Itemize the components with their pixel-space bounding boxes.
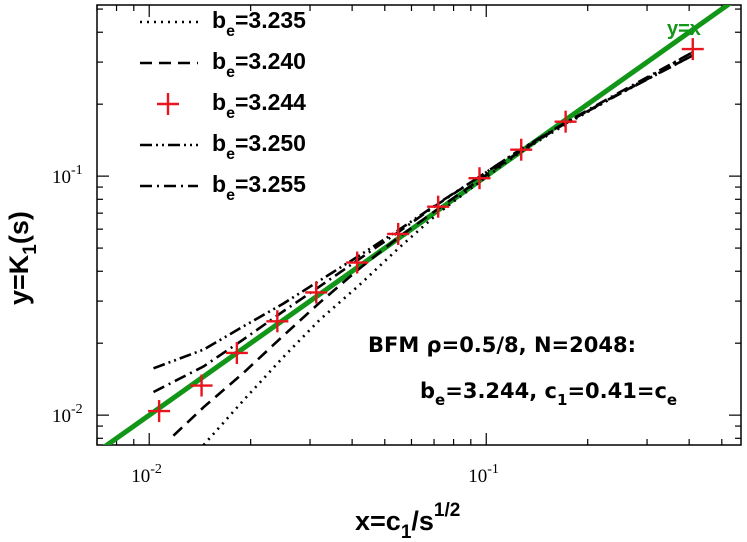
series-point — [468, 167, 491, 190]
annotation-line-2: be=3.244, c1=0.41=ce — [420, 379, 677, 409]
x-axis-label: x=c1/s1/2 — [355, 500, 460, 542]
reference-line-label: y=x — [667, 18, 701, 40]
series-point — [681, 38, 704, 61]
legend-label: be=3.244 — [212, 89, 306, 122]
series-point — [225, 341, 248, 364]
y-tick-label: 10-1 — [52, 163, 83, 188]
tick-labels: 10-2 10-1 10-2 10-1 — [52, 163, 499, 487]
series-point — [510, 138, 533, 161]
legend-label: be=3.250 — [212, 130, 306, 163]
legend-item: be=3.255 — [140, 171, 306, 204]
plot-area — [102, 5, 732, 445]
legend-item: be=3.250 — [140, 130, 306, 163]
x-tick-label: 10-1 — [468, 462, 499, 487]
series-point — [190, 374, 213, 397]
y-axis-label: y=K1(s) — [4, 211, 41, 305]
y-tick-label: 10-2 — [52, 402, 83, 427]
series-point — [427, 195, 450, 218]
legend-label: be=3.235 — [212, 7, 306, 40]
legend-item: be=3.244 — [157, 89, 306, 122]
plot-frame — [96, 4, 742, 446]
series-point — [387, 222, 410, 245]
legend-label: be=3.240 — [212, 48, 306, 81]
axis-ticks — [96, 5, 741, 445]
legend-item: be=3.235 — [140, 7, 306, 40]
legend-item: be=3.240 — [140, 48, 306, 81]
series-point — [346, 251, 369, 274]
x-tick-label: 10-2 — [131, 462, 162, 487]
legend-label: be=3.255 — [212, 171, 306, 204]
series-point — [266, 310, 289, 333]
series-point — [554, 110, 577, 133]
annotation-line-1: BFM ρ=0.5/8, N=2048: — [368, 333, 636, 357]
legend: be=3.235 be=3.240 be=3.244 be=3.250 be=3.255 — [140, 7, 306, 204]
series-point — [148, 400, 171, 423]
series-point — [305, 281, 328, 304]
